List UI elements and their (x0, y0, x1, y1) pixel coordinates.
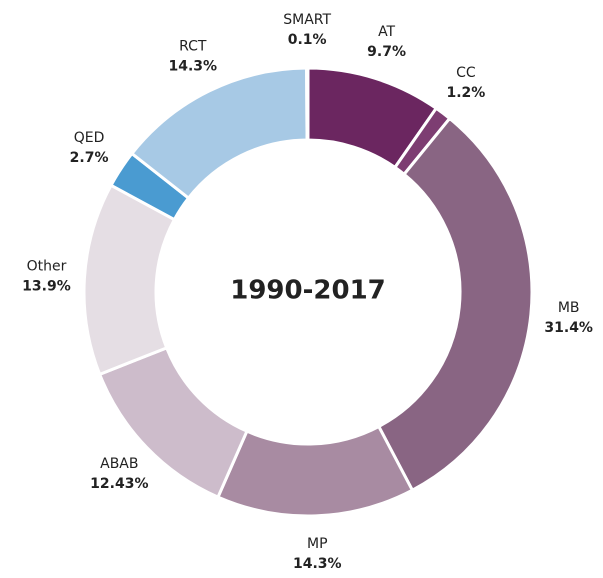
donut-segment (97, 345, 249, 500)
segment-name: QED (74, 130, 105, 146)
segment-value-label: 31.4% (544, 320, 593, 336)
segment-name: MP (307, 536, 328, 552)
segment-value-label: 2.7% (70, 150, 109, 166)
segment-name: ABAB (100, 456, 138, 472)
segment-name: CC (456, 65, 476, 81)
segment-value-label: 0.1% (288, 32, 327, 48)
segment-name: SMART (283, 12, 331, 28)
segment-value-label: 12.43% (90, 476, 148, 492)
segment-name: MB (558, 300, 580, 316)
donut-segment (215, 424, 415, 518)
segment-name: RCT (179, 39, 207, 55)
segment-value-label: 1.2% (447, 85, 486, 101)
donut-segment (305, 66, 310, 142)
donut-segment (376, 116, 534, 493)
segment-value-label: 14.3% (168, 59, 217, 75)
segment-name: Other (27, 258, 67, 274)
segment-name: AT (378, 24, 395, 40)
segment-value-label: 13.9% (22, 278, 71, 294)
center-label: 1990-2017 (230, 276, 386, 306)
segment-value-label: 9.7% (367, 44, 406, 60)
segment-value-label: 14.3% (293, 556, 342, 572)
